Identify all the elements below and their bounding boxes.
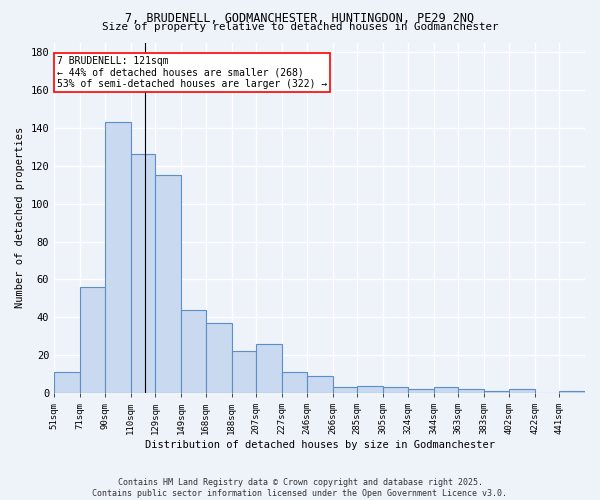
Bar bbox=[155, 175, 181, 393]
Bar bbox=[256, 344, 282, 393]
Bar bbox=[458, 390, 484, 393]
Bar bbox=[383, 388, 407, 393]
Bar bbox=[181, 310, 206, 393]
Text: Contains HM Land Registry data © Crown copyright and database right 2025.
Contai: Contains HM Land Registry data © Crown c… bbox=[92, 478, 508, 498]
Y-axis label: Number of detached properties: Number of detached properties bbox=[15, 127, 25, 308]
Bar bbox=[484, 392, 509, 393]
Text: 7 BRUDENELL: 121sqm
← 44% of detached houses are smaller (268)
53% of semi-detac: 7 BRUDENELL: 121sqm ← 44% of detached ho… bbox=[57, 56, 327, 89]
Bar bbox=[357, 386, 383, 393]
X-axis label: Distribution of detached houses by size in Godmanchester: Distribution of detached houses by size … bbox=[145, 440, 494, 450]
Bar bbox=[282, 372, 307, 393]
Bar bbox=[434, 388, 458, 393]
Bar bbox=[80, 287, 104, 393]
Bar bbox=[131, 154, 155, 393]
Bar bbox=[332, 388, 357, 393]
Bar bbox=[509, 390, 535, 393]
Bar bbox=[407, 390, 434, 393]
Bar bbox=[206, 323, 232, 393]
Bar bbox=[307, 376, 332, 393]
Text: 7, BRUDENELL, GODMANCHESTER, HUNTINGDON, PE29 2NQ: 7, BRUDENELL, GODMANCHESTER, HUNTINGDON,… bbox=[125, 12, 475, 26]
Bar bbox=[232, 352, 256, 393]
Bar bbox=[104, 122, 131, 393]
Text: Size of property relative to detached houses in Godmanchester: Size of property relative to detached ho… bbox=[102, 22, 498, 32]
Bar bbox=[54, 372, 80, 393]
Bar bbox=[559, 392, 585, 393]
